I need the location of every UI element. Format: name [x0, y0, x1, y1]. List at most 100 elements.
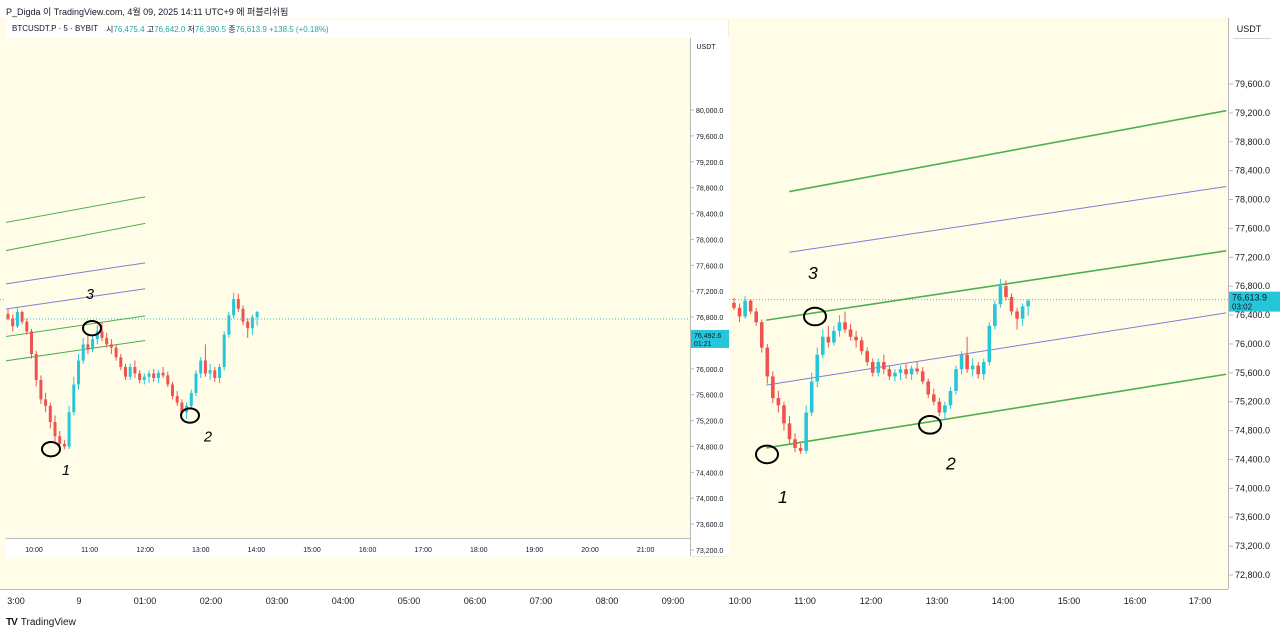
main-candle-body [771, 376, 775, 399]
main-xtick-label: 15:00 [1058, 596, 1081, 606]
main-candle-body [809, 381, 814, 413]
inset-xtick-label: 18:00 [470, 547, 488, 554]
main-xtick-label: 13:00 [926, 596, 949, 606]
main-candle-body [776, 398, 781, 406]
inset-ytick-label: 80,000.0 [696, 108, 723, 115]
inset-candle-body [6, 313, 10, 319]
inset-candle-body [72, 384, 76, 413]
main-ytick-label: 72,800.0 [1235, 570, 1270, 580]
inset-candle-body [30, 331, 33, 355]
inset-candle-body [255, 312, 259, 318]
inset-price-axis: USDT 80,000.0 79,600.0 79,200.0 78,800.0 78,… [690, 38, 729, 556]
inset-candle-body [39, 379, 43, 400]
main-annotation-circle [803, 306, 827, 327]
inset-candle-body [171, 384, 174, 397]
main-candle-body [876, 361, 881, 373]
inset-candle-body [161, 372, 165, 376]
main-candle-body [832, 330, 836, 343]
main-xtick-label: 05:00 [398, 596, 421, 606]
main-candle-body [882, 361, 886, 370]
main-channel-line [766, 250, 1227, 321]
main-xtick-label: 08:00 [596, 596, 619, 606]
ohlc-open: 76,475.4 [113, 25, 145, 34]
main-ytick-label: 74,000.0 [1235, 483, 1270, 493]
inset-candle-body [166, 375, 170, 385]
inset-channel-line [6, 196, 146, 223]
inset-channel-line [6, 339, 146, 362]
main-candle-body [815, 354, 820, 382]
main-ytick-label: 75,600.0 [1235, 368, 1270, 378]
main-candle-body [1004, 286, 1008, 298]
inset-ytick-label: 75,200.0 [696, 419, 723, 426]
inset-candle-body [213, 370, 217, 378]
inset-channel-line [6, 315, 146, 338]
inset-annotation-label: 3 [86, 287, 94, 303]
main-xtick-label: 06:00 [464, 596, 487, 606]
main-price-tag-value: 76,613.9 [1232, 293, 1267, 303]
inset-candle-body [53, 422, 57, 437]
inset-candle-body [218, 367, 221, 378]
inset-channel-line [6, 222, 146, 252]
inset-ytick-label: 74,800.0 [696, 444, 723, 451]
inset-candle-body [81, 344, 85, 361]
main-candle-body [854, 336, 858, 341]
inset-candle-body [62, 444, 66, 447]
inset-ytick-label: 78,000.0 [696, 237, 723, 244]
main-price-axis[interactable]: USDT 79,600.0 79,200.0 78,800.0 78,400.0 78,… [1228, 18, 1280, 589]
inset-candle-body [138, 373, 142, 380]
main-time-axis[interactable]: 3:00 9 01:00 02:00 03:00 04:00 05:00 06:00 07:00… [0, 589, 1228, 612]
ohlc-close-label: 종 [228, 25, 236, 34]
inset-annotation-label: 1 [62, 463, 70, 479]
main-candle-body [1020, 306, 1025, 319]
main-ytick-label: 78,000.0 [1235, 195, 1270, 205]
main-ytick-label: 79,600.0 [1235, 79, 1270, 89]
main-annotation-label: 3 [808, 263, 818, 283]
main-candle-body [782, 405, 786, 424]
inset-ytick-label: 74,000.0 [696, 496, 723, 503]
main-candle-body [998, 286, 1003, 305]
inset-chart: BTCUSDT.P · 5 · BYBIT 시76,475.4 고76,642.… [6, 20, 729, 557]
inset-candle-body [241, 308, 245, 322]
main-ytick-label: 77,600.0 [1235, 223, 1270, 233]
inset-candle-body [194, 373, 198, 393]
main-candle-body [965, 354, 969, 370]
main-candle-body [898, 369, 903, 373]
inset-annotation-label: 2 [203, 429, 212, 445]
main-xtick-label: 01:00 [134, 596, 157, 606]
main-candle-body [887, 369, 892, 377]
main-candle-body [759, 322, 764, 348]
main-candle-body [920, 371, 925, 382]
main-candle-body [848, 329, 853, 337]
inset-xtick-label: 17:00 [414, 547, 432, 554]
inset-annotation-circle [82, 319, 102, 337]
main-ytick-label: 79,200.0 [1235, 108, 1270, 118]
inset-annotation-circle [180, 407, 200, 424]
inset-candle-body [142, 376, 146, 380]
main-candle-body [798, 447, 803, 451]
main-candle-body [1015, 311, 1019, 319]
inset-channel-line [6, 288, 146, 310]
inset-ytick-label: 74,400.0 [696, 470, 723, 477]
tradingview-logo[interactable]: TV TradingView [6, 617, 76, 628]
attribution-text: P_Digda 이 TradingView.com, 4월 09, 2025 1… [6, 7, 289, 17]
main-ytick-label: 75,200.0 [1235, 397, 1270, 407]
inset-candle-body [222, 334, 226, 367]
main-channel-line [789, 186, 1227, 253]
inset-ytick-label: 75,600.0 [696, 393, 723, 400]
main-price-tag-countdown: 03:02 [1232, 303, 1253, 312]
main-candle-body [948, 390, 953, 406]
inset-candle-body [250, 317, 254, 329]
main-xtick-label: 9 [76, 596, 81, 606]
tradingview-logo-icon: TV [6, 617, 18, 628]
main-candle-body [821, 336, 825, 355]
inset-candle-body [180, 402, 184, 413]
main-ytick-label: 76,400.0 [1235, 310, 1270, 320]
inset-ytick-label: 77,200.0 [696, 289, 723, 296]
ohlc-close: 76,613.9 [235, 25, 267, 34]
main-ytick-label: 76,800.0 [1235, 281, 1270, 291]
inset-price-tag [691, 329, 729, 348]
main-candle-body [826, 336, 831, 343]
main-xtick-label: 03:00 [266, 596, 289, 606]
inset-candle-body [232, 299, 236, 316]
main-xtick-label: 02:00 [200, 596, 223, 606]
